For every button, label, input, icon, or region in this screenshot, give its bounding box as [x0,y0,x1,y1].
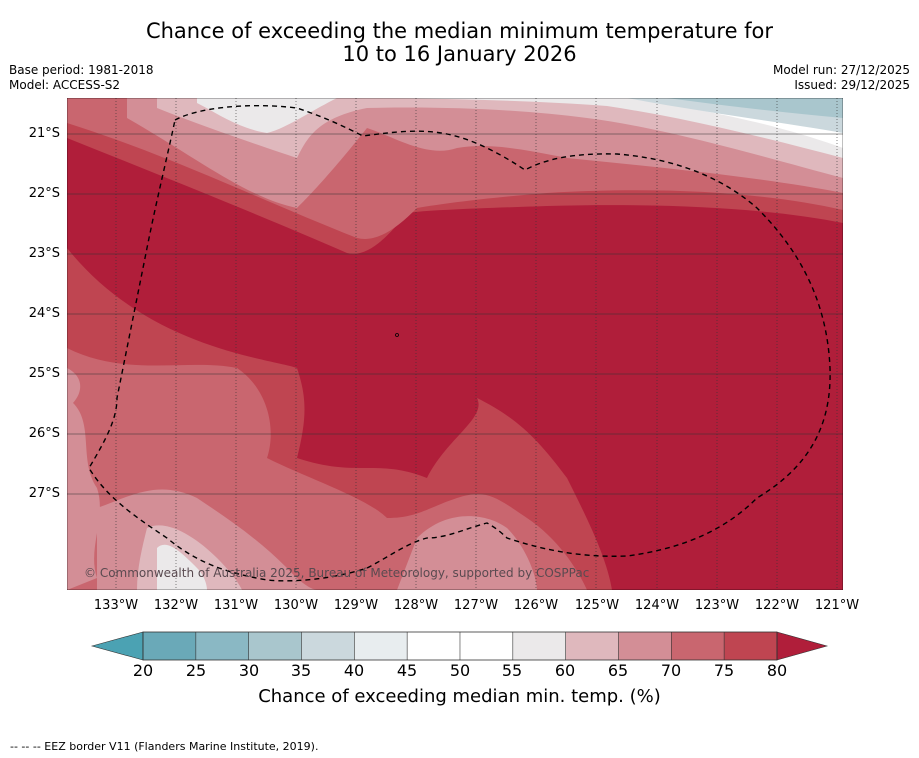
colorbar-segment [618,632,672,660]
lon-label-121: 121°W [814,598,860,613]
lat-label-25: 25°S [28,366,60,381]
colorbar-segment [459,632,513,660]
colorbar-frame [142,631,778,661]
colorbar-tick-70: 70 [660,661,682,680]
eez-border [88,104,831,582]
map-panel [67,98,843,590]
band-55-south [157,544,207,590]
band-60-north [157,98,843,178]
colorbar-segment [143,632,196,660]
lon-label-133: 133°W [93,598,139,613]
lat-label-23: 23°S [28,246,60,261]
colorbar-segment [301,632,355,660]
colorbar-tick-60: 60 [554,661,576,680]
lat-label-24: 24°S [28,306,60,321]
lat-label-26: 26°S [28,426,60,441]
colorbar-tick-75: 75 [713,661,735,680]
chart-title-line2: 10 to 16 January 2026 [342,42,577,66]
island-dot [395,333,399,337]
colorbar-segment [354,632,408,660]
colorbar-tick-20: 20 [132,661,154,680]
colorbar-segment [407,632,460,660]
colorbar-segment [195,632,249,660]
colorbar-over-arrow [776,631,829,661]
base-period: Base period: 1981-2018 [9,63,154,77]
colorbar-segment [512,632,566,660]
lon-label-131: 131°W [213,598,259,613]
issued-date: Issued: 29/12/2025 [794,78,910,92]
colorbar-tick-55: 55 [501,661,523,680]
model-name: Model: ACCESS-S2 [9,78,121,92]
copyright-notice: © Commonwealth of Australia 2025, Bureau… [84,566,590,580]
colorbar-segment [248,632,302,660]
colorbar-segment [671,632,725,660]
colorbar-tick-35: 35 [290,661,312,680]
colorbar-title: Chance of exceeding median min. temp. (%… [258,686,661,707]
lon-label-122: 122°W [754,598,800,613]
colorbar-under-arrow [90,631,144,661]
colorbar-tick-80: 80 [766,661,788,680]
model-run: Model run: 27/12/2025 [772,63,910,77]
lon-label-124: 124°W [634,598,680,613]
gridlines [115,98,838,590]
colorbar-tick-25: 25 [185,661,207,680]
lat-label-21: 21°S [28,126,60,141]
lon-label-123: 123°W [694,598,740,613]
colorbar-segment [724,632,777,660]
colorbar [90,631,829,661]
colorbar-tick-40: 40 [343,661,365,680]
band-80-west-edge [67,368,81,408]
lon-label-127: 127°W [453,598,499,613]
lon-label-128: 128°W [393,598,439,613]
gridlines-lat [67,133,843,495]
lon-label-126: 126°W [513,598,559,613]
lat-label-22: 22°S [28,186,60,201]
lon-label-130: 130°W [273,598,319,613]
colorbar-tick-50: 50 [449,661,471,680]
lat-label-27: 27°S [28,486,60,501]
band-30-north [667,98,843,118]
eez-legend: -- -- -- EEZ border V11 (Flanders Marine… [10,740,319,753]
chart-title-line1: Chance of exceeding the median minimum t… [145,19,774,43]
lon-label-125: 125°W [574,598,620,613]
colorbar-tick-45: 45 [396,661,418,680]
lon-label-132: 132°W [153,598,199,613]
lon-label-129: 129°W [333,598,379,613]
band-55-north [197,98,843,158]
colorbar-segment [565,632,619,660]
colorbar-tick-30: 30 [238,661,260,680]
colorbar-tick-65: 65 [607,661,629,680]
